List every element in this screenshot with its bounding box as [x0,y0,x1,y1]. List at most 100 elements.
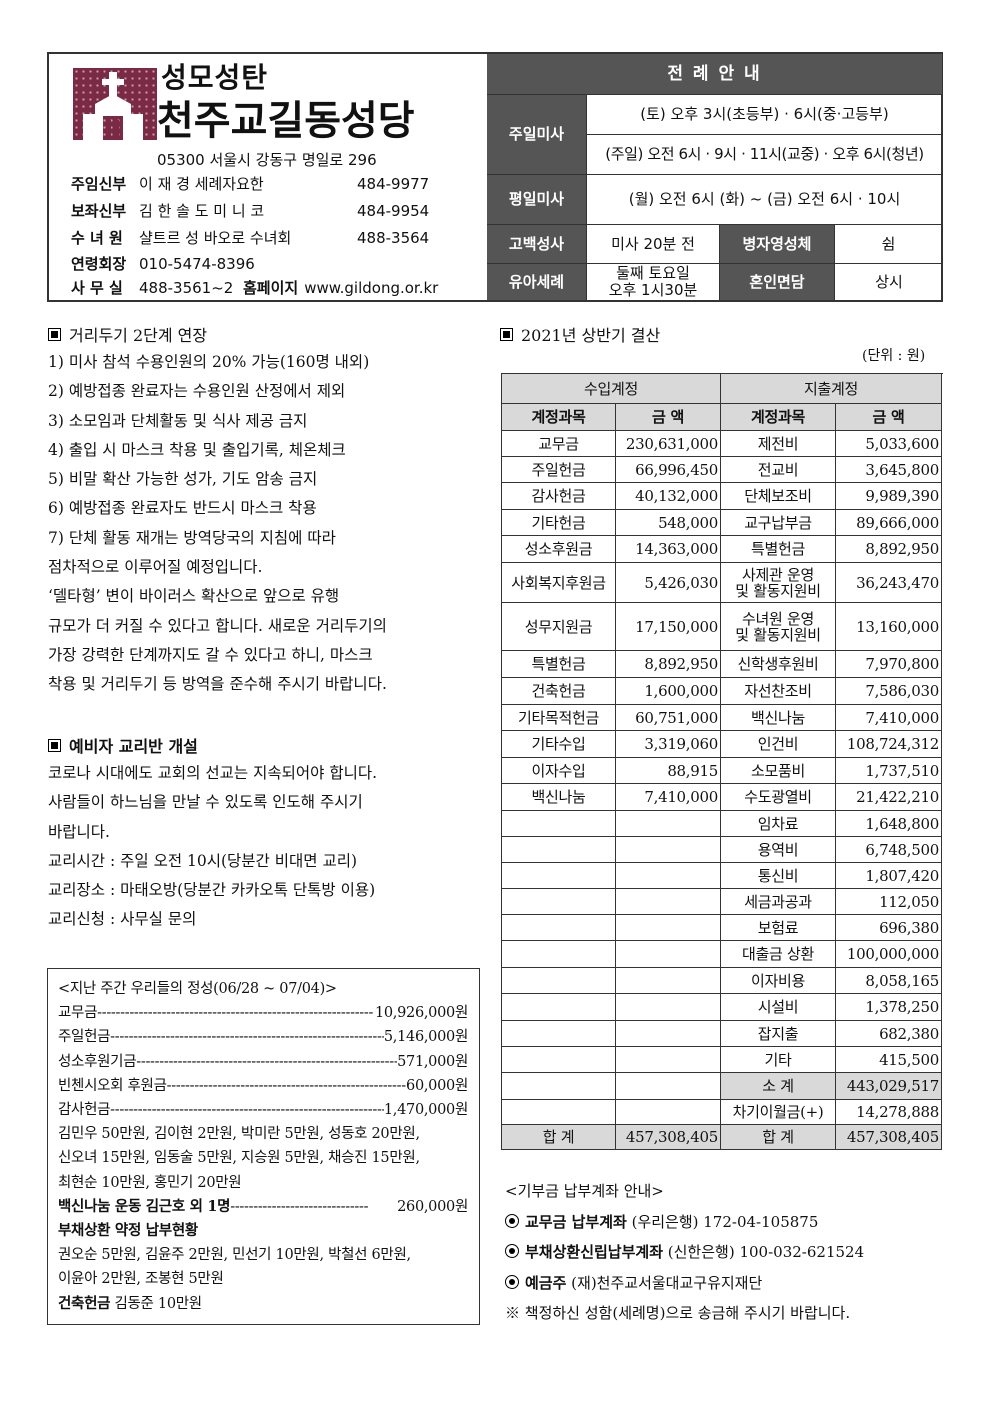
empty-cell [616,811,721,837]
dash-leader: ----------------------------------------… [166,1077,406,1094]
empty-cell [502,863,616,889]
offering-label: 주일헌금 [58,1029,111,1046]
staff-phone: 488-3564 [357,229,430,247]
offering-label: 빈첸시오회 후원금 [58,1077,167,1094]
account-row: 교무금 납부계좌 (우리은행) 172-04-105875 [505,1207,864,1238]
income-amount: 548,000 [616,510,721,536]
expense-item: 보험료 [721,915,836,941]
income-item: 성무지원금 [502,603,616,651]
expense-item: 기타 [721,1047,836,1073]
square-bullet-icon [48,739,61,752]
offering-row: 성소후원기금 ----------------------------------… [58,1050,468,1074]
account-label: 부채상환신립납부계좌 [525,1243,664,1261]
expense-item: 특별헌금 [721,536,836,563]
expense-item: 잡지출 [721,1021,836,1047]
staff-role: 수 녀 원 [71,229,123,247]
expense-item: 용역비 [721,837,836,863]
column-amount: 금 액 [836,404,942,431]
empty-cell [616,889,721,915]
liturgy-schedule: 전 례 안 내 주일미사 (토) 오후 3시(초등부) · 6시(중·고등부) … [487,54,943,300]
vaccine-row: 백신나눔 운동 김근호 외 1명 -----------------------… [58,1195,468,1219]
expense-amount: 112,050 [836,889,942,915]
church-logo-icon [73,68,157,140]
sick-communion-label: 병자영성체 [720,225,835,264]
income-item: 주일헌금 [502,457,616,483]
vaccine-label: 백신나눔 운동 김근호 외 1명 [58,1197,231,1215]
income-amount: 7,410,000 [616,784,721,811]
expense-item: 교구납부금 [721,510,836,536]
income-item: 교무금 [502,431,616,457]
expense-amount: 8,892,950 [836,536,942,563]
staff-name: 김 한 솔 도 미 니 코 [139,202,265,220]
income-item: 기타수입 [502,731,616,758]
office-phone: 488-3561~2 [139,279,234,297]
income-amount: 88,915 [616,758,721,784]
church-name: 천주교길동성당 [157,98,415,144]
expense-amount: 415,500 [836,1047,942,1073]
section-title: 예비자 교리반 개설 [69,737,198,756]
text-line: 가장 강력한 단계까지도 갈 수 있다고 하니, 마스크 [48,645,373,664]
infant-baptism-label: 유아세례 [487,264,587,300]
finance-table: 수입계정 지출계정 계정과목 금 액 계정과목 금 액 교무금 230,631,000 제전비 5… [501,373,943,1150]
account-detail: (우리은행) 172-04-105875 [626,1212,819,1231]
expense-amount: 1,378,250 [836,994,942,1021]
staff-phone: 484-9977 [357,175,430,193]
offering-row: 교무금 ------------------------------------… [58,1001,468,1025]
staff-row: 주임신부 이 재 경 세례자요한 484-9977 [71,172,429,196]
empty-cell [502,968,616,994]
confession-label: 고백성사 [487,225,587,264]
income-item: 건축헌금 [502,678,616,705]
thanks-line: 신오녀 15만원, 임동술 5만원, 지승원 5만원, 채승진 15만원, [58,1150,420,1167]
catechumen-heading: 예비자 교리반 개설 [48,733,198,757]
income-amount: 8,892,950 [616,651,721,678]
text-line: 규모가 더 커질 수 있다고 합니다. 새로운 거리두기의 [48,616,387,635]
expense-amount: 7,586,030 [836,678,942,705]
empty-cell [502,1100,616,1125]
expense-amount: 21,422,210 [836,784,942,811]
income-header: 수입계정 [502,374,721,404]
infant-baptism: 둘째 토요일 오후 1시30분 [587,264,720,300]
income-item: 기타목적헌금 [502,705,616,731]
text-line: 3) 소모임과 단체활동 및 식사 제공 금지 [48,411,308,430]
staff-name: 샬트르 성 바오로 수녀회 [139,229,292,247]
expense-item: 자선찬조비 [721,678,836,705]
homepage-link[interactable]: www.gildong.or.kr [304,279,439,297]
empty-cell [616,1021,721,1047]
staff-name: 이 재 경 세례자요한 [139,175,264,193]
empty-cell [616,1073,721,1100]
income-item: 특별헌금 [502,651,616,678]
text-line: 교리신청 : 사무실 문의 [48,910,197,929]
debt-title: 부채상환 약정 납부현황 [58,1222,198,1240]
address: 05300 서울시 강동구 명일로 296 [157,151,377,169]
expense-amount: 13,160,000 [836,603,942,651]
empty-cell [616,915,721,941]
expense-amount: 1,807,420 [836,863,942,889]
empty-cell [616,1047,721,1073]
text-line: ‘델타형’ 변이 바이러스 확산으로 앞으로 유행 [48,587,340,606]
column-item: 계정과목 [721,404,836,431]
text-line: 2) 예방접종 완료자는 수용인원 산정에서 제외 [48,382,346,401]
empty-cell [616,994,721,1021]
expense-item: 통신비 [721,863,836,889]
expense-item: 전교비 [721,457,836,483]
dash-leader: ----------------------------------------… [136,1053,398,1070]
offering-row: 감사헌금 -----------------------------------… [58,1098,468,1122]
income-item: 성소후원금 [502,536,616,563]
staff-name: 010-5474-8396 [139,255,255,273]
expense-amount: 7,970,800 [836,651,942,678]
empty-cell [502,994,616,1021]
thanks-list: 김민우 50만원, 김이현 2만원, 박미란 5만원, 성동호 20만원, 신오녀… [58,1122,479,1195]
text-line: 교리장소 : 마태오방(당분간 카카오톡 단톡방 이용) [48,881,376,900]
debt-list: 권오순 5만원, 김윤주 2만원, 민선기 10만원, 박철선 6만원, 이윤아 … [58,1243,479,1291]
income-item: 기타헌금 [502,510,616,536]
bulletin-header: 성모성탄 천주교길동성당 05300 서울시 강동구 명일로 296 주임신부 이… [47,52,943,302]
income-amount: 60,751,000 [616,705,721,731]
text-line: 4) 출입 시 마스크 착용 및 출입기록, 체온체크 [48,440,346,459]
expense-total-label: 합 계 [721,1125,836,1150]
offering-amount: 1,470,000원 [383,1102,468,1119]
expense-header: 지출계정 [721,374,942,404]
text-line: 5) 비말 확산 가능한 성가, 기도 암송 금지 [48,470,318,489]
offerings-list: 교무금 ------------------------------------… [58,1001,479,1122]
empty-cell [616,941,721,968]
